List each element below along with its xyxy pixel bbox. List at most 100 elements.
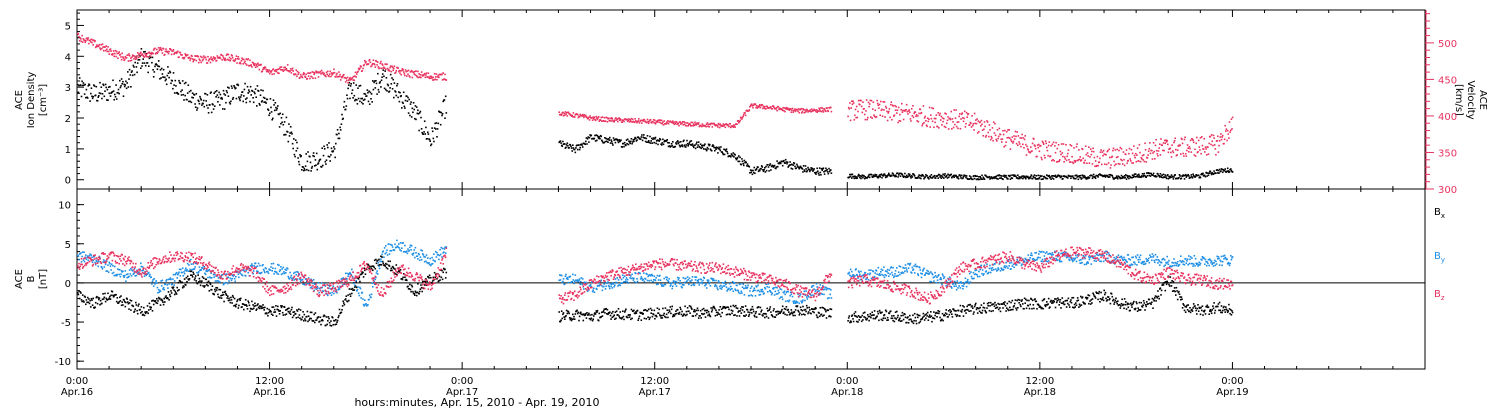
density-point xyxy=(776,165,779,168)
Bx-point xyxy=(873,314,875,316)
Bx-point xyxy=(1144,304,1147,306)
velocity-point xyxy=(772,105,775,107)
velocity-point xyxy=(423,72,426,75)
density-point xyxy=(934,177,937,179)
density-point xyxy=(631,141,634,143)
velocity-point xyxy=(686,122,689,124)
Bx-point xyxy=(718,309,720,311)
Bx-point xyxy=(368,267,370,269)
velocity-point xyxy=(1020,145,1022,148)
velocity-point xyxy=(1113,164,1116,167)
Bx-point xyxy=(278,310,280,312)
Bx-point xyxy=(1019,303,1022,306)
Bx-point xyxy=(413,292,415,295)
velocity-point xyxy=(292,70,294,72)
density-point xyxy=(1181,175,1184,177)
velocity-point xyxy=(96,44,98,46)
velocity-point xyxy=(697,123,699,125)
density-point xyxy=(1183,178,1186,180)
velocity-point xyxy=(351,76,354,79)
Bx-point xyxy=(868,315,871,318)
velocity-point xyxy=(113,55,115,58)
velocity-point xyxy=(135,57,138,60)
density-point xyxy=(1013,175,1015,177)
Bx-point xyxy=(1023,308,1025,310)
density-point xyxy=(125,80,127,83)
Bx-point xyxy=(270,313,273,315)
Bx-point xyxy=(306,310,309,313)
Bx-point xyxy=(593,313,596,315)
density-point xyxy=(677,142,680,145)
velocity-point xyxy=(736,123,738,125)
Bx-point xyxy=(1051,302,1053,304)
Bx-point xyxy=(1083,302,1086,304)
Bx-point xyxy=(630,318,632,321)
density-point xyxy=(131,70,133,72)
velocity-point xyxy=(1074,161,1076,163)
velocity-point xyxy=(1123,158,1125,161)
Bx-point xyxy=(348,288,351,290)
Bx-point xyxy=(606,308,609,311)
Bx-point xyxy=(867,315,870,318)
velocity-point xyxy=(601,116,604,118)
Bx-point xyxy=(728,308,730,311)
density-point xyxy=(113,98,115,101)
Bx-point xyxy=(174,290,177,293)
velocity-point xyxy=(631,121,633,123)
velocity-point xyxy=(155,52,157,54)
Bx-point xyxy=(870,314,873,317)
velocity-point xyxy=(1180,153,1182,155)
Bx-point xyxy=(960,311,963,313)
velocity-point xyxy=(314,71,316,74)
Bx-point xyxy=(220,297,223,299)
Bx-point xyxy=(1028,299,1030,302)
velocity-point xyxy=(618,117,620,119)
velocity-point xyxy=(926,125,928,128)
velocity-point xyxy=(200,61,202,64)
density-point xyxy=(687,145,689,147)
Bx-point xyxy=(911,321,914,323)
velocity-point xyxy=(1100,149,1102,151)
velocity-point xyxy=(162,48,165,50)
density-point xyxy=(93,84,95,86)
Bx-point xyxy=(931,320,933,323)
velocity-point xyxy=(1062,143,1065,145)
velocity-point xyxy=(327,70,329,73)
Bx-point xyxy=(675,310,677,312)
Bx-point xyxy=(135,304,138,306)
velocity-point xyxy=(147,56,149,58)
Bx-point xyxy=(708,313,710,315)
velocity-point xyxy=(384,63,386,65)
Bx-point xyxy=(222,293,225,296)
density-point xyxy=(824,170,826,172)
density-point xyxy=(746,163,749,165)
Bx-point xyxy=(976,307,978,309)
velocity-point xyxy=(734,126,736,128)
density-point xyxy=(907,173,910,175)
density-point xyxy=(670,142,673,145)
density-point xyxy=(635,137,637,140)
Bx-point xyxy=(274,311,277,313)
Bx-point xyxy=(1002,307,1004,309)
density-point xyxy=(246,97,248,99)
Bx-point xyxy=(198,281,200,283)
velocity-point xyxy=(825,110,827,113)
density-point xyxy=(128,78,130,80)
velocity-point xyxy=(260,63,262,66)
Bx-point xyxy=(720,308,723,310)
velocity-point xyxy=(207,59,210,62)
density-point xyxy=(387,84,390,87)
velocity-point xyxy=(972,123,975,125)
Bx-point xyxy=(697,317,700,319)
density-point xyxy=(367,91,369,94)
density-point xyxy=(386,90,388,92)
density-point xyxy=(594,134,596,137)
Bx-point xyxy=(91,304,94,306)
velocity-point xyxy=(1194,148,1196,151)
Bx-point xyxy=(1043,298,1046,300)
Bx-point xyxy=(235,305,237,308)
density-point xyxy=(175,85,177,87)
Bx-point xyxy=(717,311,719,314)
density-point xyxy=(227,95,230,97)
velocity-point xyxy=(909,111,911,114)
